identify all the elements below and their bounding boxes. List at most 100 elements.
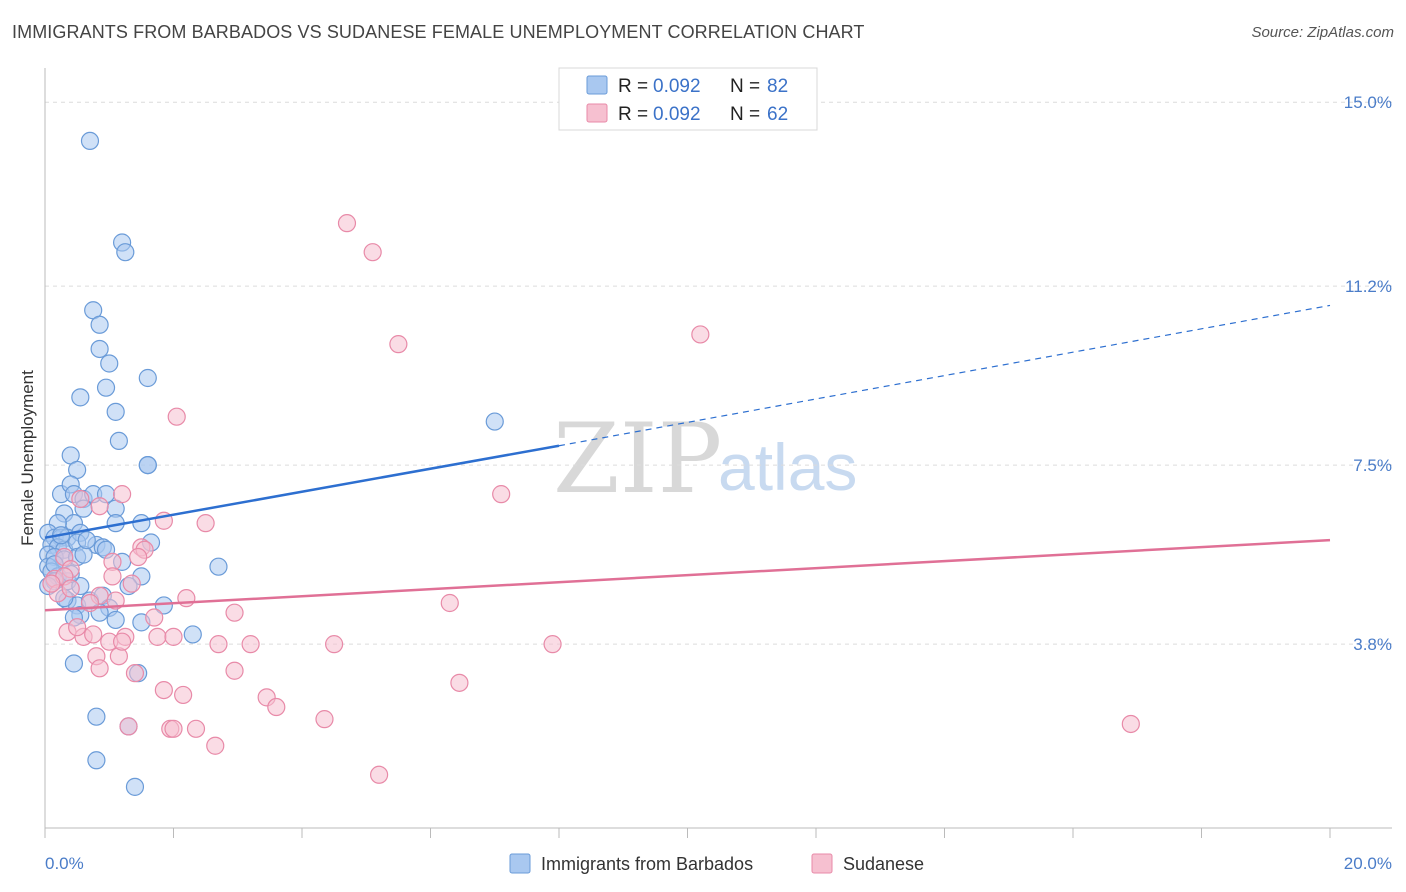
sudanese-point-48 <box>174 685 193 705</box>
sudanese-point-9 <box>71 489 90 509</box>
barbados-point-55 <box>209 557 228 576</box>
sudanese-point-54 <box>164 719 183 738</box>
sudanese-point-51 <box>315 710 334 729</box>
barbados-point-0 <box>80 131 100 151</box>
sudanese-point-6 <box>112 485 132 504</box>
barbados-point-77 <box>77 530 96 550</box>
sudanese-point-61 <box>112 632 132 651</box>
barbados-point-4 <box>90 315 109 334</box>
sudanese-point-7 <box>196 514 215 533</box>
barbados-point-9 <box>96 378 116 397</box>
x-tick-label-min: 0.0% <box>45 854 84 873</box>
bottom-legend-label-sudanese: Sudanese <box>843 854 924 874</box>
x-tick-label-max: 20.0% <box>1344 854 1392 873</box>
sudanese-point-36 <box>164 627 183 646</box>
barbados-point-70 <box>64 654 84 673</box>
sudanese-point-55 <box>186 719 206 738</box>
sudanese-point-37 <box>209 635 228 654</box>
stats-legend: R = 0.092 N = 82 R = 0.092 N = 62 <box>558 67 818 131</box>
barbados-point-29 <box>132 514 151 533</box>
barbados-point-12 <box>109 431 128 451</box>
sudanese-point-40 <box>543 635 562 654</box>
y-tick-label-3: 15.0% <box>1344 93 1392 112</box>
sudanese-point-56 <box>1121 714 1140 734</box>
tick-labels: 3.8% 7.5% 11.2% 15.0% 0.0% 20.0% <box>45 93 1392 873</box>
legend-r-value-sudanese: 0.092 <box>653 104 701 125</box>
sudanese-point-10 <box>90 497 109 516</box>
legend-swatch-sudanese <box>586 103 608 123</box>
legend-r-label-barbados: R = <box>618 76 648 97</box>
barbados-trend-line <box>44 444 560 539</box>
axes <box>44 68 1392 838</box>
sudanese-point-35 <box>148 627 167 646</box>
barbados-point-5 <box>90 339 109 359</box>
barbados-point-6 <box>100 354 119 373</box>
y-axis-label: Female Unemployment <box>18 370 37 546</box>
barbados-point-75 <box>125 777 145 796</box>
legend-n-label-barbados: N = <box>730 76 760 97</box>
legend-swatch-barbados <box>586 75 608 95</box>
sudanese-point-1 <box>363 243 382 262</box>
watermark: ZIP atlas <box>553 403 857 515</box>
sudanese-point-17 <box>103 567 122 586</box>
sudanese-point-43 <box>90 659 109 678</box>
sudanese-point-22 <box>61 579 80 598</box>
sudanese-point-29 <box>225 603 244 622</box>
barbados-point-72 <box>87 707 106 726</box>
bottom-legend-swatch-barbados <box>509 853 531 874</box>
series-legend: Immigrants from Barbados Sudanese <box>509 853 924 874</box>
source-label: Source: ZipAtlas.com <box>1251 24 1394 41</box>
barbados-point-8 <box>71 388 90 407</box>
legend-r-label-sudanese: R = <box>618 104 648 125</box>
sudanese-point-27 <box>440 593 459 613</box>
sudanese-point-5 <box>492 485 511 504</box>
y-tick-label-1: 7.5% <box>1353 456 1392 475</box>
sudanese-point-25 <box>106 591 125 610</box>
sudanese-point-57 <box>206 736 225 755</box>
y-tick-label-2: 11.2% <box>1345 277 1392 296</box>
sudanese-point-39 <box>325 635 344 654</box>
legend-n-value-barbados: 82 <box>767 76 788 97</box>
sudanese-point-28 <box>145 608 164 627</box>
sudanese-point-47 <box>154 680 173 700</box>
sudanese-point-59 <box>42 574 61 593</box>
sudanese-point-18 <box>122 574 141 593</box>
legend-n-value-sudanese: 62 <box>767 104 788 125</box>
sudanese-point-45 <box>125 664 145 683</box>
watermark-zip: ZIP <box>553 403 722 515</box>
barbados-point-69 <box>183 625 202 644</box>
sudanese-point-2 <box>389 335 408 354</box>
series-sudanese-points <box>42 214 1140 784</box>
grid-lines <box>45 101 1392 645</box>
barbados-point-2 <box>116 243 135 262</box>
sudanese-point-38 <box>241 635 260 654</box>
barbados-trend-extension <box>558 304 1331 447</box>
y-tick-label-0: 3.8% <box>1353 635 1392 654</box>
sudanese-point-50 <box>267 697 286 717</box>
sudanese-point-60 <box>68 618 87 637</box>
barbados-point-74 <box>87 751 106 770</box>
chart-title: IMMIGRANTS FROM BARBADOS VS SUDANESE FEM… <box>12 22 865 42</box>
sudanese-point-46 <box>450 673 469 692</box>
sudanese-point-4 <box>167 407 186 426</box>
sudanese-trend-line <box>44 538 1331 612</box>
barbados-point-16 <box>138 455 157 475</box>
bottom-legend-label-barbados: Immigrants from Barbados <box>541 854 753 874</box>
watermark-atlas: atlas <box>718 430 857 504</box>
sudanese-point-52 <box>119 717 138 736</box>
sudanese-point-44 <box>225 661 244 680</box>
barbados-point-7 <box>138 368 157 388</box>
barbados-point-10 <box>106 402 125 421</box>
legend-r-value-barbados: 0.092 <box>653 76 701 97</box>
legend-n-label-sudanese: N = <box>730 104 760 125</box>
sudanese-point-58 <box>370 765 389 784</box>
barbados-point-11 <box>485 412 504 431</box>
trend-lines <box>44 304 1331 612</box>
sudanese-point-3 <box>691 325 710 344</box>
sudanese-point-32 <box>84 625 103 644</box>
sudanese-point-13 <box>129 547 148 567</box>
barbados-point-66 <box>106 610 125 630</box>
sudanese-point-0 <box>337 214 357 233</box>
bottom-legend-swatch-sudanese <box>811 853 833 874</box>
